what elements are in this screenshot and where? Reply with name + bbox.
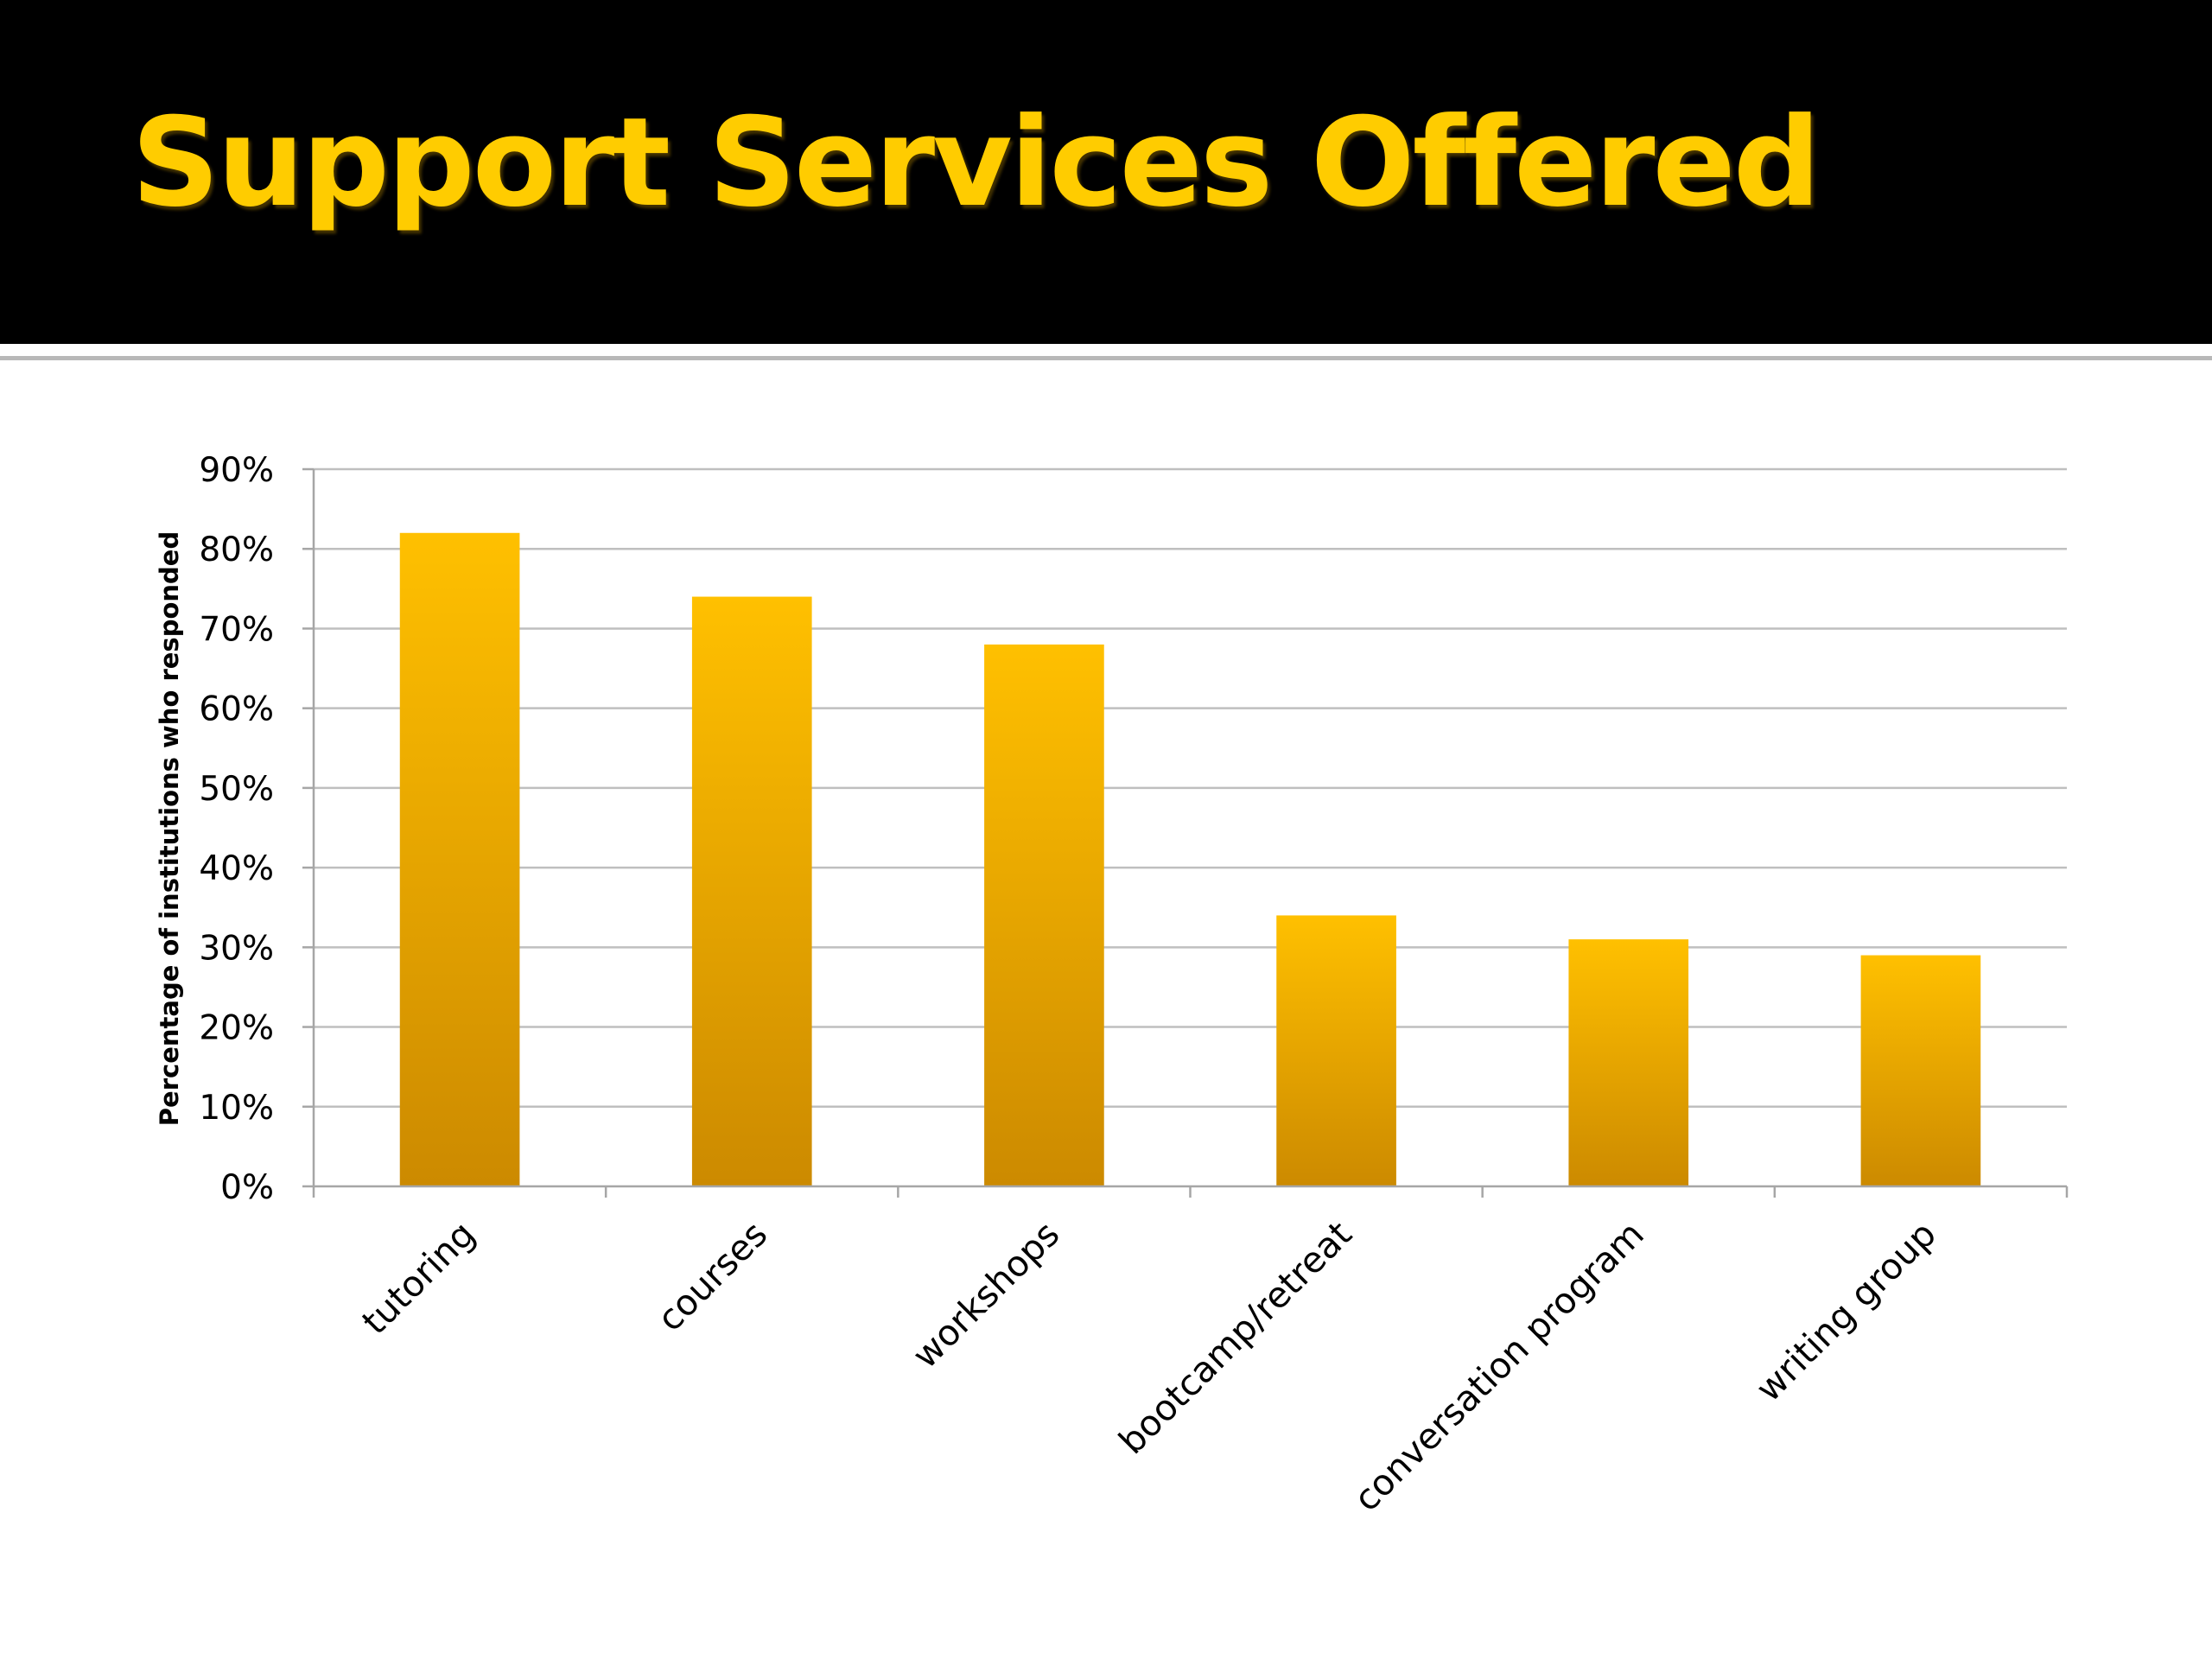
y-tick-label: 60%	[199, 690, 274, 729]
bar-tutoring	[399, 532, 520, 1186]
axes	[302, 467, 2069, 1198]
y-tick-label: 50%	[199, 770, 274, 809]
title-divider	[0, 356, 2212, 360]
bar-conversation-program	[1568, 939, 1689, 1186]
category-labels: tutoring courses workshops bootcamp/retreat…	[354, 1213, 1944, 1519]
bars	[399, 532, 1981, 1186]
slide-title: Support Services Offered	[131, 92, 1821, 234]
category-label: bootcamp/retreat	[1111, 1213, 1360, 1462]
bar-workshops	[984, 644, 1104, 1186]
y-tick-label: 0%	[220, 1168, 274, 1207]
category-label: writing group	[1748, 1213, 1944, 1409]
gridlines	[314, 467, 2067, 1109]
bar-bootcamp-retreat	[1276, 915, 1396, 1186]
category-label: tutoring	[354, 1213, 484, 1343]
y-tick-label: 40%	[199, 849, 274, 888]
y-tick-label: 30%	[199, 929, 274, 968]
category-label: conversation program	[1346, 1213, 1652, 1519]
bar-writing-group	[1860, 955, 1981, 1186]
category-label: courses	[649, 1213, 775, 1339]
y-tick-label: 90%	[199, 451, 274, 490]
y-tick-label: 80%	[199, 531, 274, 569]
y-tick-label: 70%	[199, 610, 274, 649]
y-tick-labels: 0% 10% 20% 30% 40% 50% 60% 70% 80% 90%	[199, 451, 274, 1207]
y-axis-title: Percentage of institutions who responded	[155, 531, 184, 1126]
bar-courses	[691, 596, 812, 1186]
y-tick-label: 20%	[199, 1009, 274, 1048]
title-band	[0, 0, 2212, 344]
y-tick-label: 10%	[199, 1089, 274, 1128]
category-label: workshops	[905, 1213, 1068, 1376]
